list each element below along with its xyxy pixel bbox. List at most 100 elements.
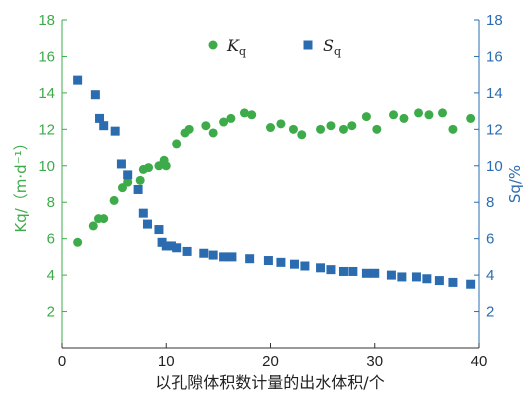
legend-s-label: Sq bbox=[323, 36, 341, 58]
sq-point bbox=[397, 272, 407, 282]
sq-point bbox=[245, 254, 255, 264]
sq-point bbox=[95, 113, 105, 123]
kq-point bbox=[123, 177, 133, 187]
kq-point bbox=[424, 110, 434, 120]
sq-point bbox=[289, 259, 299, 269]
kq-point bbox=[161, 161, 171, 171]
right-tick-label: 14 bbox=[486, 85, 503, 102]
sq-point bbox=[326, 265, 336, 275]
kq-point bbox=[247, 110, 257, 120]
x-tick-label: 20 bbox=[262, 353, 279, 370]
sq-point bbox=[411, 272, 421, 282]
sq-point bbox=[422, 274, 432, 284]
sq-point bbox=[466, 279, 476, 289]
sq-point bbox=[448, 277, 458, 287]
kq-point bbox=[276, 119, 286, 129]
kq-point bbox=[201, 121, 211, 131]
kq-point bbox=[208, 128, 218, 138]
legend-s-marker bbox=[303, 40, 313, 50]
kq-point bbox=[288, 124, 298, 134]
sq-point bbox=[263, 256, 273, 266]
kq-point bbox=[135, 175, 145, 185]
legend-k-label: Kq bbox=[226, 36, 246, 58]
right-ticks: 2 4 6 8 10 12 14 16 18 bbox=[474, 12, 503, 321]
kq-point bbox=[266, 123, 275, 133]
sq-point bbox=[133, 184, 143, 194]
kq-point bbox=[338, 124, 348, 134]
sq-point bbox=[110, 126, 120, 136]
left-tick-label: 16 bbox=[38, 48, 55, 65]
kq-point bbox=[184, 124, 194, 134]
right-tick-label: 18 bbox=[486, 12, 503, 29]
sq-point bbox=[90, 90, 100, 100]
left-tick-label: 14 bbox=[38, 85, 55, 102]
sq-point bbox=[166, 241, 176, 251]
sq-point bbox=[208, 250, 218, 260]
right-tick-label: 8 bbox=[486, 194, 494, 211]
right-tick-label: 10 bbox=[486, 158, 503, 175]
left-tick-label: 12 bbox=[38, 121, 55, 138]
sq-point bbox=[338, 266, 348, 276]
kq-point bbox=[99, 214, 109, 224]
kq-point bbox=[466, 113, 476, 123]
left-tick-label: 8 bbox=[47, 194, 55, 211]
sq-point bbox=[73, 75, 83, 85]
x-tick-label: 10 bbox=[158, 353, 175, 370]
right-tick-label: 4 bbox=[486, 267, 494, 284]
x-axis-title: 以孔隙体积数计量的出水体积/个 bbox=[155, 373, 384, 392]
sq-point bbox=[276, 257, 286, 267]
x-tick-label: 0 bbox=[58, 353, 66, 370]
sq-point bbox=[348, 266, 358, 276]
sq-point bbox=[434, 276, 444, 286]
kq-point bbox=[239, 108, 249, 118]
sq-point bbox=[161, 241, 171, 251]
sq-point bbox=[172, 243, 182, 253]
sq-point bbox=[99, 121, 109, 131]
right-tick-label: 2 bbox=[486, 304, 494, 321]
kq-point bbox=[88, 221, 98, 231]
kq-point bbox=[438, 108, 448, 118]
kq-point bbox=[326, 121, 336, 131]
kq-point bbox=[347, 121, 357, 131]
kq-point bbox=[73, 237, 83, 247]
sq-point bbox=[138, 208, 148, 218]
left-tick-label: 6 bbox=[47, 231, 55, 248]
kq-point bbox=[226, 113, 236, 123]
right-axis-title: Sq/% bbox=[506, 165, 524, 203]
kq-point bbox=[361, 112, 371, 122]
kq-point bbox=[399, 113, 409, 123]
sq-point bbox=[386, 270, 396, 280]
x-tick-label: 40 bbox=[471, 353, 488, 370]
x-ticks: 0 10 20 30 40 bbox=[58, 343, 488, 370]
left-axis-title: Kq/（m·d⁻¹） bbox=[12, 135, 30, 232]
kq-point bbox=[297, 130, 307, 140]
sq-point bbox=[199, 248, 209, 258]
kq-point bbox=[144, 163, 154, 173]
sq-point bbox=[123, 170, 133, 180]
sq-point bbox=[116, 159, 126, 169]
left-tick-label: 4 bbox=[47, 267, 55, 284]
right-tick-label: 16 bbox=[486, 48, 503, 65]
left-tick-label: 18 bbox=[38, 12, 55, 29]
legend: Kq Sq bbox=[208, 36, 341, 58]
data-points bbox=[73, 75, 476, 289]
right-tick-label: 6 bbox=[486, 231, 494, 248]
sq-point bbox=[219, 252, 229, 262]
sq-point bbox=[227, 252, 237, 262]
kq-point bbox=[372, 124, 382, 134]
kq-point bbox=[219, 117, 229, 127]
sq-point bbox=[154, 225, 164, 235]
kq-point bbox=[448, 124, 458, 134]
legend-k-marker bbox=[208, 40, 218, 50]
left-tick-label: 2 bbox=[47, 304, 55, 321]
left-ticks: 2 4 6 8 10 12 14 16 18 bbox=[38, 12, 67, 321]
kq-point bbox=[414, 108, 424, 118]
kq-point bbox=[172, 139, 182, 149]
kq-point bbox=[316, 124, 326, 134]
x-tick-label: 30 bbox=[366, 353, 383, 370]
sq-point bbox=[361, 268, 371, 278]
kq-point bbox=[109, 195, 119, 205]
sq-point bbox=[370, 268, 380, 278]
sq-point bbox=[182, 246, 192, 256]
